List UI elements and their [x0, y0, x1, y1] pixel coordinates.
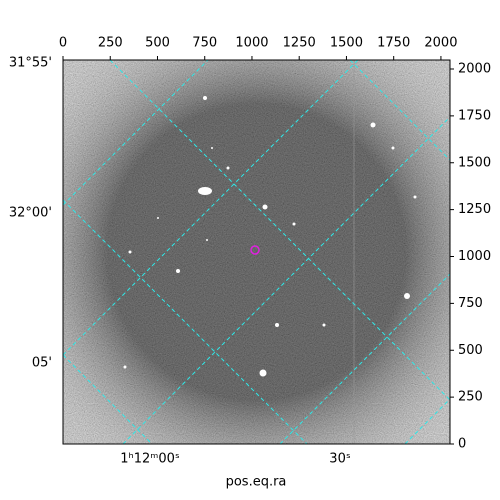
y-tick-label: 2000 [458, 62, 491, 77]
x-tick-label: 750 [192, 36, 217, 51]
x-tick-label: 0 [59, 36, 67, 51]
x-tick-label: 1750 [377, 36, 410, 51]
ra-label: 1ʰ12ᵐ00ˢ [120, 452, 180, 467]
y-tick-label: 250 [458, 390, 483, 405]
frame [62, 59, 451, 445]
y-tick-label: 1000 [458, 249, 491, 264]
dec-label: 32°00' [9, 206, 52, 221]
x-tick-label: 1250 [283, 36, 316, 51]
x-tick-label: 2000 [424, 36, 457, 51]
x-tick-label: 500 [145, 36, 170, 51]
stars [123, 96, 417, 377]
y-tick-label: 1500 [458, 155, 491, 170]
dec-label: 05' [32, 356, 52, 371]
dec-label: 31°55' [9, 56, 52, 71]
image [63, 60, 450, 444]
ra-label: 30ˢ [329, 452, 351, 467]
y-tick-label: 1750 [458, 108, 491, 123]
y-tick-label: 750 [458, 296, 483, 311]
y-tick-label: 500 [458, 343, 483, 358]
x-tick-label: 250 [98, 36, 123, 51]
x-tick-label: 1000 [235, 36, 268, 51]
x-tick-label: 1500 [330, 36, 363, 51]
marker [250, 245, 260, 255]
x-axis-label: pos.eq.ra [226, 475, 287, 490]
y-tick-label: 1250 [458, 202, 491, 217]
y-tick-label: 0 [458, 437, 466, 452]
grid-lines [63, 60, 450, 444]
